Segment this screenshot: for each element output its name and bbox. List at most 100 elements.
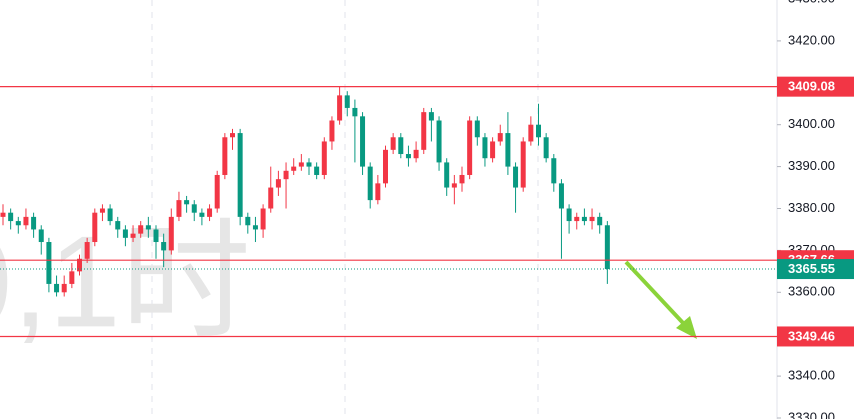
y-tick-label: 3340.00 xyxy=(788,368,835,383)
candle-body xyxy=(15,221,21,226)
candle-body xyxy=(237,133,243,217)
candle-body xyxy=(352,107,358,117)
candle-body xyxy=(490,141,496,159)
candle-body xyxy=(329,120,335,142)
y-tick-label: 3400.00 xyxy=(788,116,835,131)
candle-body xyxy=(38,229,44,243)
y-tick-label: 3420.00 xyxy=(788,32,835,47)
candle-body xyxy=(574,216,580,222)
candle-body xyxy=(161,242,167,251)
candle-body xyxy=(558,183,564,209)
price-label: 3365.55 xyxy=(788,261,835,276)
y-tick-label: 3430.00 xyxy=(788,0,835,5)
candle-body xyxy=(252,225,258,230)
price-label-box xyxy=(777,259,854,280)
candle-body xyxy=(581,216,587,222)
candle-body xyxy=(8,212,14,222)
candle-body xyxy=(551,158,557,184)
candle-body xyxy=(298,162,304,167)
candle-body xyxy=(497,133,503,142)
candle-body xyxy=(99,208,105,213)
arrow-shaft xyxy=(624,260,686,326)
candle-body xyxy=(513,166,519,188)
time-grid xyxy=(151,0,539,419)
candle-body xyxy=(375,183,381,201)
candle-body xyxy=(405,154,411,159)
price-label: 3349.46 xyxy=(788,328,835,343)
candle-body xyxy=(268,187,274,209)
candle-body xyxy=(207,208,213,217)
candle-body xyxy=(122,229,128,238)
candle-body xyxy=(421,112,427,150)
candle-body xyxy=(138,225,144,234)
candle-body xyxy=(23,216,29,226)
candle-body xyxy=(260,208,266,230)
candle-body xyxy=(84,242,90,259)
price-label: 3409.08 xyxy=(788,79,835,94)
candle-body xyxy=(390,137,396,150)
candle-body xyxy=(107,208,113,222)
y-tick-label: 3390.00 xyxy=(788,158,835,173)
candle-body xyxy=(520,141,526,188)
candle-body xyxy=(482,137,488,159)
candle-body xyxy=(222,137,228,175)
candle-body xyxy=(54,283,60,293)
candle-body xyxy=(283,170,289,180)
candle-body xyxy=(115,221,121,230)
price-label-box xyxy=(777,326,854,347)
candle-body xyxy=(291,166,297,171)
candle-body xyxy=(597,216,603,226)
candle-body xyxy=(459,174,465,184)
arrow xyxy=(624,260,697,339)
candle-body xyxy=(566,208,572,222)
candle-body xyxy=(69,271,75,284)
candle-body xyxy=(306,162,312,167)
candle-body xyxy=(444,162,450,188)
candle-body xyxy=(604,225,610,270)
candle-body xyxy=(199,212,205,217)
candle-body xyxy=(428,112,434,121)
candle-body xyxy=(0,212,6,217)
y-tick-label: 3360.00 xyxy=(788,284,835,299)
candle-body xyxy=(245,216,251,226)
candle-body xyxy=(176,200,182,217)
candle-body xyxy=(61,283,67,293)
candle-body xyxy=(191,204,197,213)
candle-body xyxy=(543,137,549,159)
candle-body xyxy=(130,233,136,238)
candle-body xyxy=(275,179,281,188)
candle-body xyxy=(168,216,174,251)
candle-body xyxy=(92,212,98,243)
candle-body xyxy=(589,216,595,222)
candle-body xyxy=(474,120,480,138)
candle-body xyxy=(31,216,37,230)
candle-body xyxy=(360,116,366,167)
candle-body xyxy=(467,120,473,175)
candle-body xyxy=(367,166,373,201)
y-tick-label: 3330.00 xyxy=(788,409,835,419)
candle-body xyxy=(314,166,320,175)
candle-body xyxy=(145,225,151,230)
candle-body xyxy=(230,133,235,138)
candle-body xyxy=(383,149,388,184)
price-label-box xyxy=(777,76,854,97)
candle-body xyxy=(214,174,220,209)
candle-body xyxy=(77,258,82,272)
arrow-head xyxy=(676,316,697,339)
candle-body xyxy=(337,95,343,121)
candle-body xyxy=(436,120,442,163)
y-tick-label: 3380.00 xyxy=(788,200,835,215)
candle-body xyxy=(184,200,190,205)
candle-body xyxy=(451,183,457,188)
candle-body xyxy=(153,229,159,243)
candle-body xyxy=(528,124,534,142)
candle-body xyxy=(413,149,419,159)
candle-body xyxy=(321,141,327,175)
candle-body xyxy=(505,133,511,167)
candle-body xyxy=(398,137,404,155)
candle-body xyxy=(344,95,350,108)
candle-body xyxy=(46,242,52,284)
candle-body xyxy=(536,124,541,138)
